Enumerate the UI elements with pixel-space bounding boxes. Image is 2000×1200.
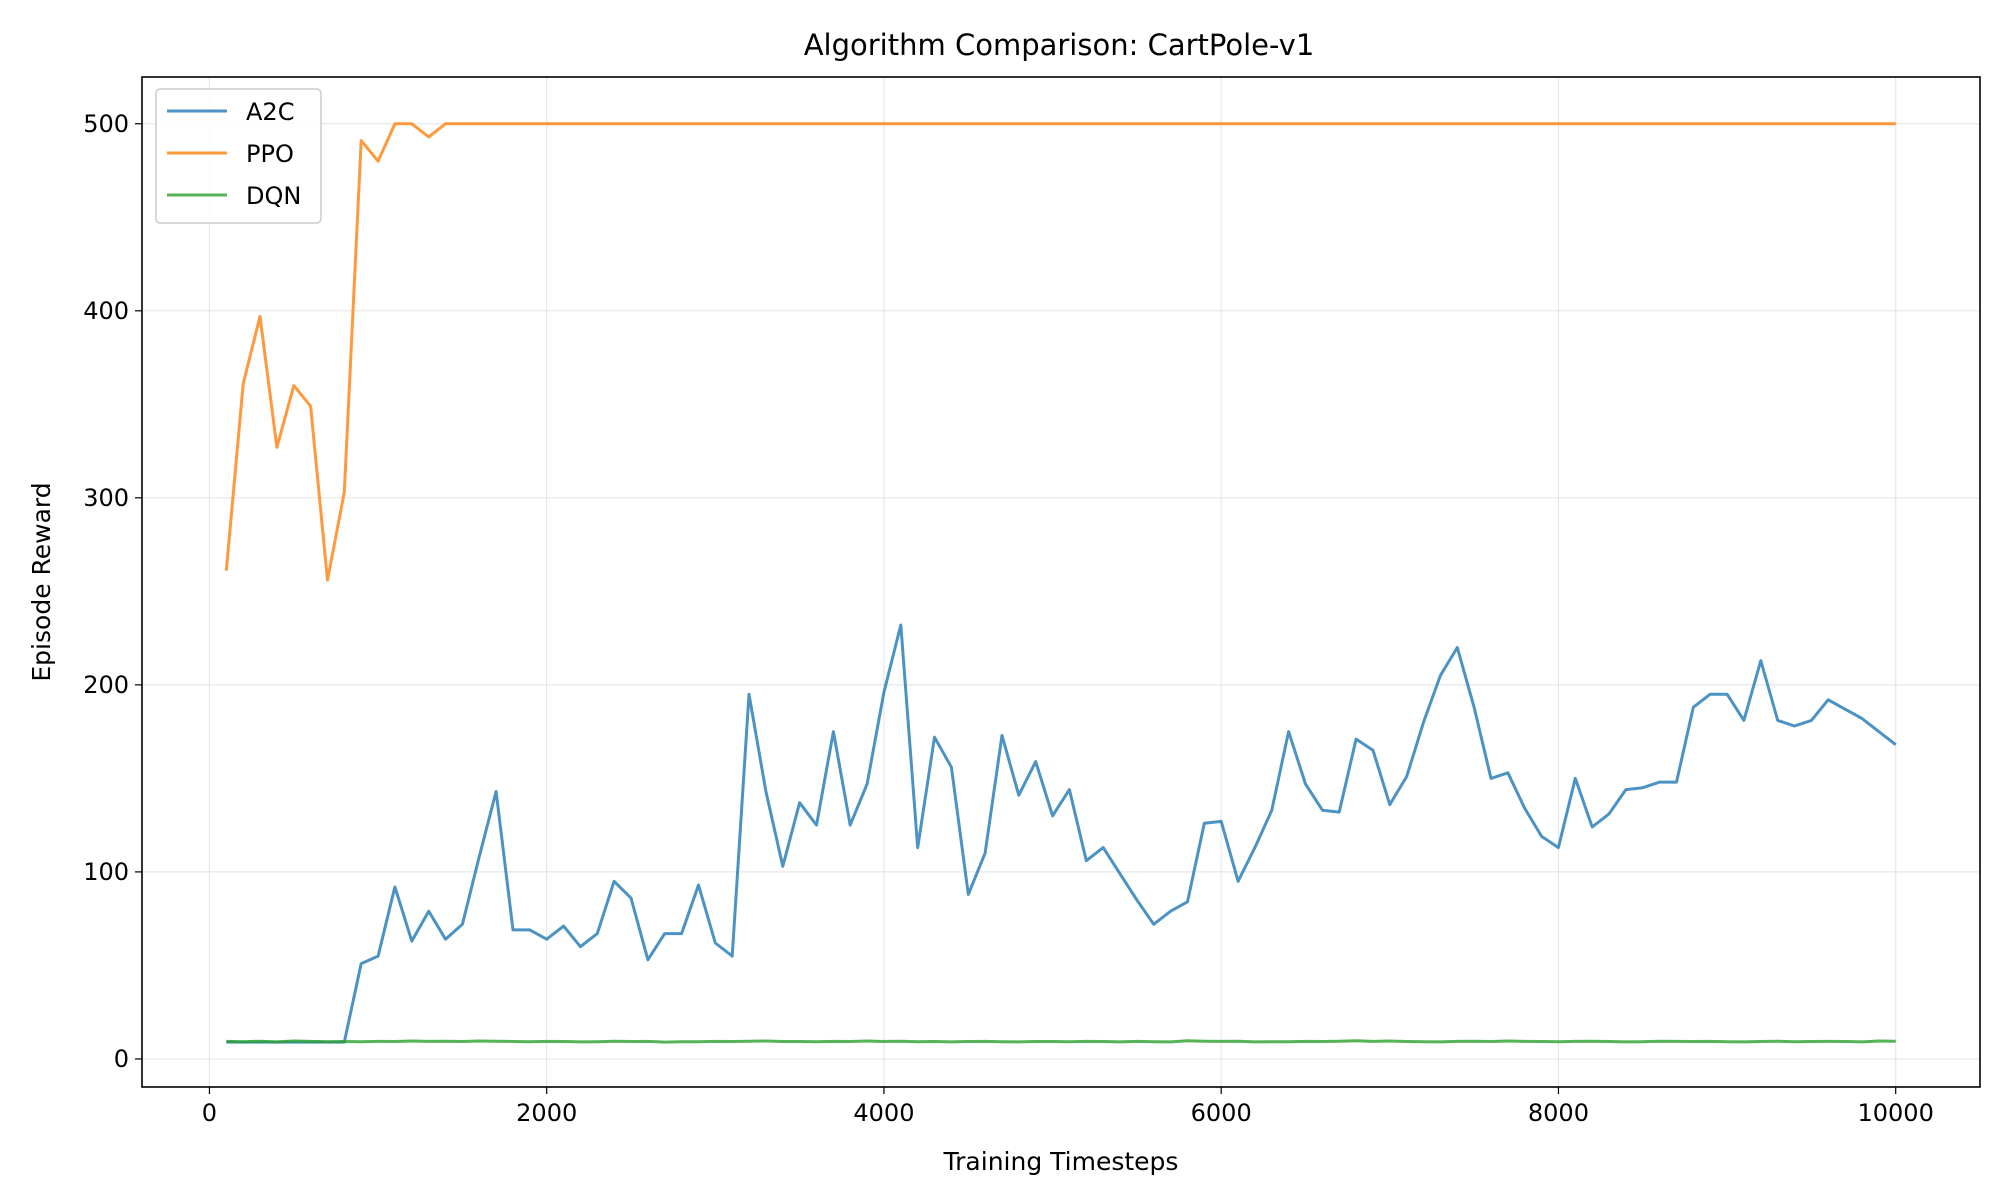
series-line-ppo [224,122,1896,582]
chart-title: Algorithm Comparison: CartPole-v1 [804,28,1315,62]
legend-label-dqn: DQN [246,182,301,210]
x-tick-label: 10000 [1858,1099,1934,1127]
legend-box [155,88,322,224]
y-tick-label: 500 [83,110,129,138]
y-tick-label: 400 [83,297,129,325]
legend-label-a2c: A2C [246,98,294,126]
x-tick-label: 2000 [516,1099,577,1127]
y-tick-label: 100 [83,858,129,886]
y-tick-label: 300 [83,484,129,512]
x-axis-label: Training Timesteps [943,1147,1179,1176]
x-tick-label: 6000 [1191,1099,1252,1127]
x-tick-label: 4000 [853,1099,914,1127]
plot-area-frame [141,76,1981,1088]
legend: A2C PPO DQN [155,88,322,224]
grid [142,77,1980,1087]
y-tick-label: 200 [83,671,129,699]
axis-ticks: 0 2000 4000 6000 8000 10000 0 100 200 300 400 500 [83,110,1934,1127]
y-axis-label: Episode Reward [27,482,56,681]
x-tick-label: 0 [202,1099,217,1127]
y-tick-label: 0 [114,1045,129,1073]
series-lines [224,122,1897,1044]
x-tick-label: 8000 [1528,1099,1589,1127]
series-line-a2c [226,623,1897,1044]
series-line-dqn [226,1039,1896,1044]
legend-label-ppo: PPO [246,140,294,168]
